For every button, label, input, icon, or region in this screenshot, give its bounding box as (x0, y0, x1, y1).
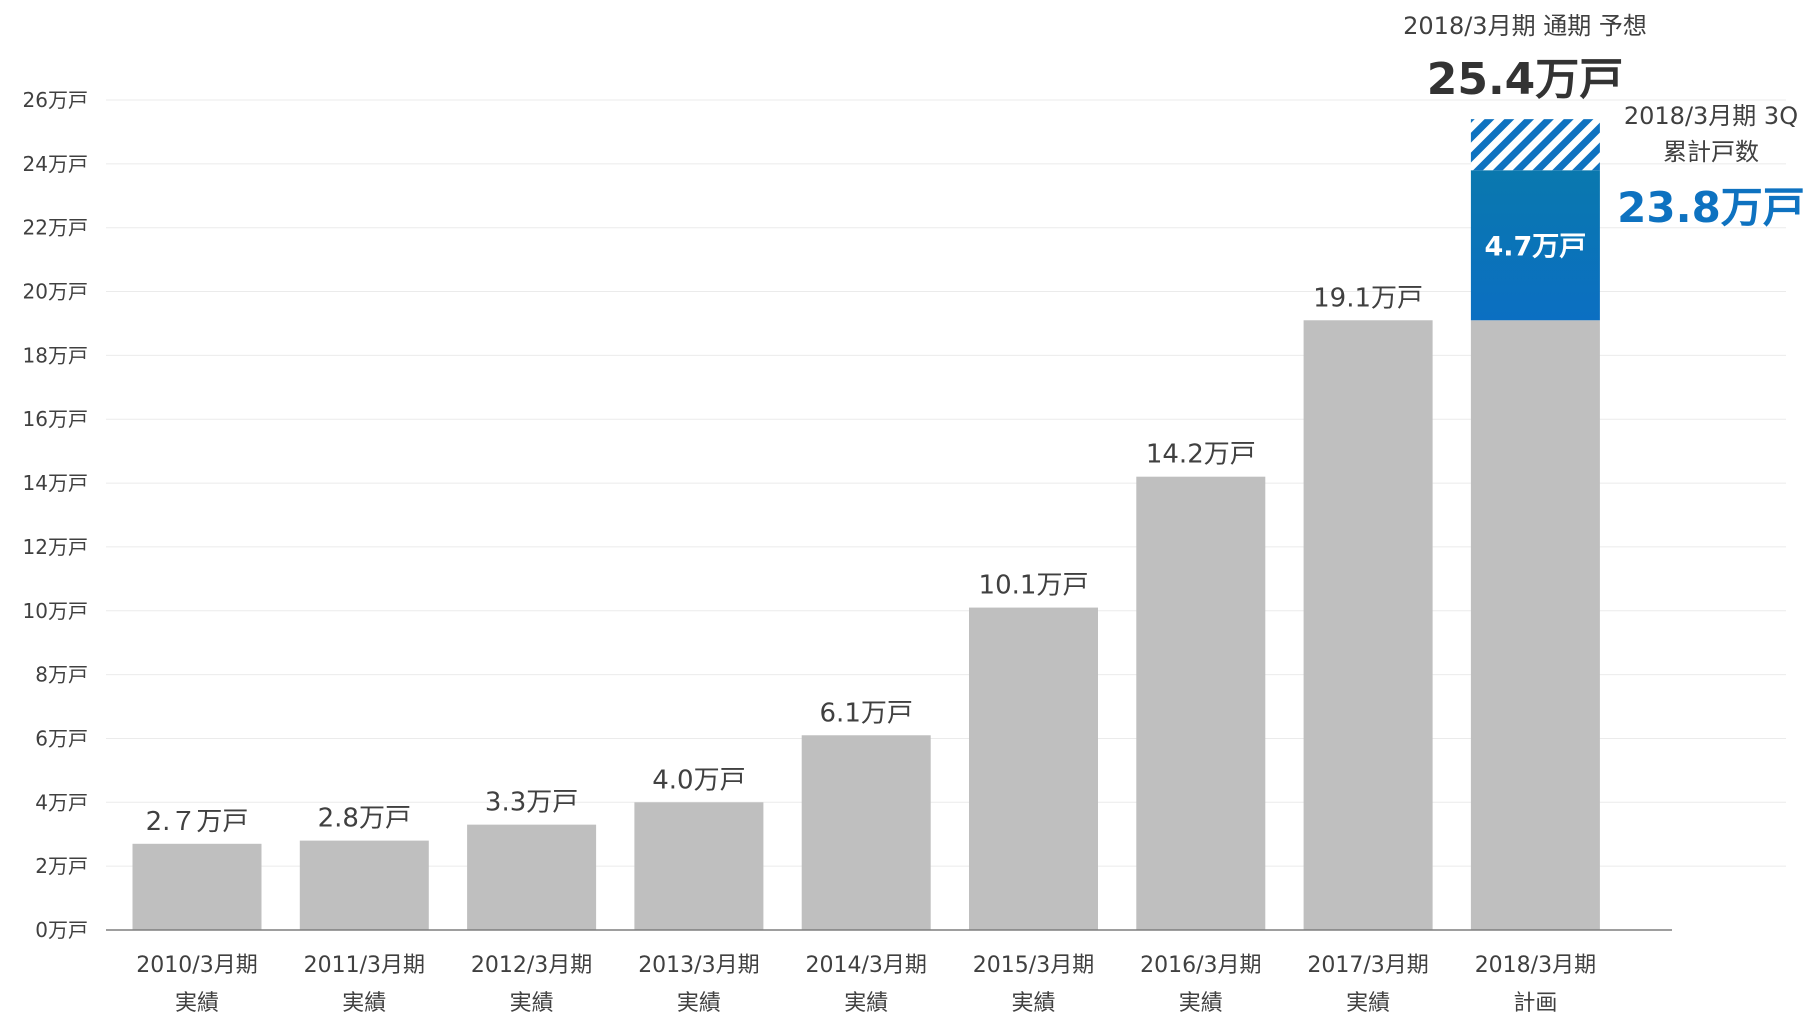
x-tick-sublabel: 実績 (175, 991, 219, 1014)
x-tick-label: 2011/3月期 (304, 953, 425, 978)
x-tick-label: 2014/3月期 (805, 953, 926, 978)
y-tick-label: 22万戸 (23, 216, 88, 240)
bar (1470, 320, 1600, 930)
cumulative-caption-line1: 2018/3月期 3Q (1624, 102, 1798, 130)
y-tick-label: 6万戸 (35, 726, 88, 750)
y-tick-label: 26万戸 (23, 88, 88, 112)
bar (467, 824, 597, 930)
bar (801, 735, 931, 930)
x-tick-sublabel: 実績 (1179, 991, 1223, 1014)
x-tick-sublabel: 実績 (844, 991, 888, 1014)
y-tick-label: 14万戸 (23, 471, 88, 495)
y-tick-label: 10万戸 (23, 599, 88, 623)
x-tick-label: 2012/3月期 (471, 953, 592, 978)
y-tick-label: 0万戸 (35, 918, 88, 942)
bar-value-label: 4.0万戸 (652, 765, 745, 795)
x-tick-sublabel: 実績 (1011, 991, 1055, 1014)
bar-value-label: 6.1万戸 (820, 698, 913, 728)
y-tick-label: 20万戸 (23, 280, 88, 304)
x-tick-sublabel: 計画 (1513, 991, 1557, 1014)
cumulative-caption-line2: 累計戸数 (1663, 138, 1759, 166)
x-tick-sublabel: 実績 (510, 991, 554, 1014)
forecast-caption: 2018/3月期 通期 予想 (1403, 12, 1647, 40)
x-tick-label: 2016/3月期 (1140, 953, 1261, 978)
y-tick-label: 4万戸 (35, 790, 88, 814)
y-axis: 0万戸 2万戸 4万戸 6万戸 8万戸 10万戸 12万戸 14万戸 16万戸 18万戸 20万戸 2… (23, 88, 88, 942)
y-tick-label: 24万戸 (23, 152, 88, 176)
annotations: 2018/3月期 通期 予想 25.4万戸 2018/3月期 3Q 累計戸数 2… (1403, 12, 1805, 232)
bar-value-label: 3.3万戸 (485, 788, 578, 818)
y-tick-label: 12万戸 (23, 535, 88, 559)
forecast-hatched-segment (1470, 119, 1600, 171)
y-tick-label: 2万戸 (35, 854, 88, 878)
bar-value-label: 10.1万戸 (979, 571, 1089, 601)
forecast-total-label: 25.4万戸 (1427, 54, 1624, 105)
bar-value-label: 19.1万戸 (1313, 283, 1423, 313)
increment-segment (1470, 170, 1600, 321)
x-tick-label: 2013/3月期 (638, 953, 759, 978)
bar-value-label: 2.７万戸 (146, 807, 249, 837)
bars: 2.７万戸 2.8万戸 3.3万戸 4.0万戸 6.1万戸 10.1万戸 14.2万戸 19.… (132, 119, 1600, 930)
bar-value-label: 14.2万戸 (1146, 440, 1256, 470)
x-tick-sublabel: 実績 (1346, 991, 1390, 1014)
y-tick-label: 16万戸 (23, 407, 88, 431)
bar (1136, 476, 1266, 930)
x-tick-sublabel: 実績 (342, 991, 386, 1014)
bar (969, 607, 1098, 930)
bar (1303, 320, 1433, 930)
y-tick-label: 18万戸 (23, 343, 88, 367)
x-tick-label: 2018/3月期 (1475, 953, 1596, 978)
cumulative-total-label: 23.8万戸 (1617, 183, 1805, 232)
bar (634, 802, 764, 930)
x-tick-label: 2017/3月期 (1307, 953, 1428, 978)
x-axis: 2010/3月期実績2011/3月期実績2012/3月期実績2013/3月期実績… (106, 929, 1672, 1014)
bar-value-label: 2.8万戸 (318, 804, 411, 834)
bar (299, 840, 429, 930)
increment-value-label: 4.7万戸 (1484, 231, 1586, 262)
y-tick-label: 8万戸 (35, 663, 88, 687)
x-tick-label: 2010/3月期 (136, 953, 257, 978)
x-tick-sublabel: 実績 (677, 991, 721, 1014)
x-tick-label: 2015/3月期 (973, 953, 1094, 978)
bar (132, 843, 262, 930)
